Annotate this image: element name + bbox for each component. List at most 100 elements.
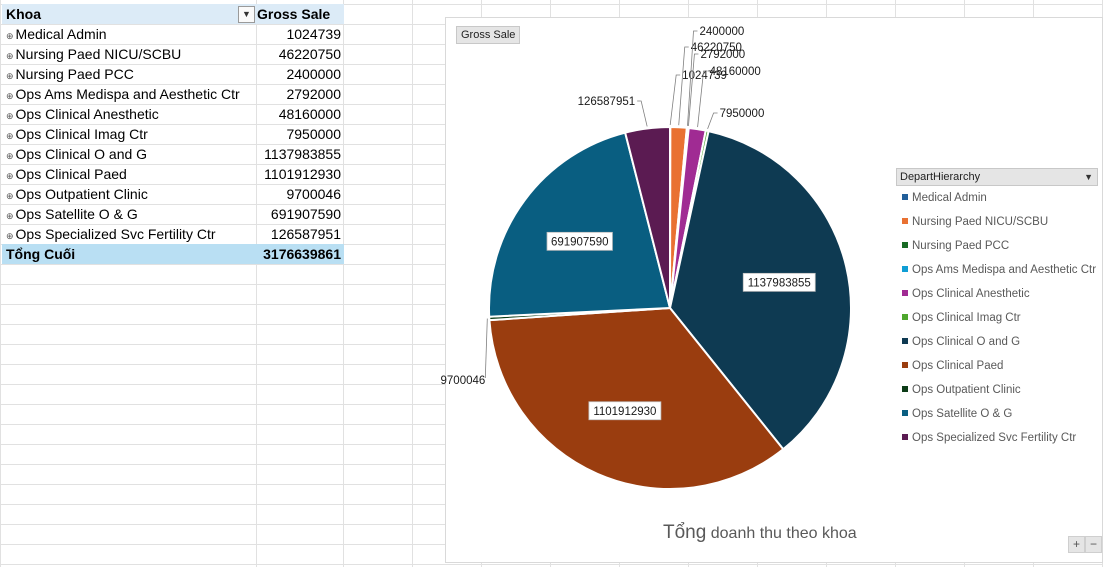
zoom-in-button[interactable]: + xyxy=(1068,536,1085,553)
data-label: 2792000 xyxy=(700,49,745,61)
chevron-down-icon: ▼ xyxy=(1084,172,1093,182)
legend-item[interactable]: Medical Admin xyxy=(902,190,1096,214)
chart-title: Tổng doanh thu theo khoa xyxy=(663,522,857,544)
legend-swatch xyxy=(902,242,908,248)
pivot-row-name: Nursing Paed PCC xyxy=(15,66,134,82)
legend-header-label: DepartHierarchy xyxy=(900,171,981,183)
leader-line xyxy=(688,53,699,126)
data-label: 1101912930 xyxy=(593,406,656,418)
pivot-row-label: ⊕ Ops Clinical Anesthetic xyxy=(6,104,254,126)
pivot-header-khoa: Khoa xyxy=(6,6,41,22)
pivot-row-label: ⊕ Ops Specialized Svc Fertility Ctr xyxy=(6,224,254,246)
expand-icon[interactable]: ⊕ xyxy=(6,191,14,201)
field-button-gross-sale[interactable]: Gross Sale xyxy=(456,26,521,44)
pivot-row-name: Nursing Paed NICU/SCBU xyxy=(15,46,182,62)
filter-dropdown-icon[interactable]: ▼ xyxy=(238,6,255,23)
pivot-row: ⊕ Ops Clinical O and G 1137983855 xyxy=(2,144,344,164)
leader-line xyxy=(669,74,681,126)
pivot-row-value: 9700046 xyxy=(286,186,341,202)
pivot-row-label: ⊕ Ops Clinical Paed xyxy=(6,164,254,186)
pie-slice[interactable] xyxy=(488,131,672,318)
legend-label: Ops Clinical Anesthetic xyxy=(912,288,1030,300)
data-label: 46220750 xyxy=(691,42,742,54)
pivot-row-value: 7950000 xyxy=(286,126,341,142)
data-label-box xyxy=(588,401,662,421)
legend-item[interactable]: Ops Clinical Imag Ctr xyxy=(902,310,1096,334)
data-label: 9700046 xyxy=(441,375,486,387)
legend-item[interactable]: Nursing Paed NICU/SCBU xyxy=(902,214,1096,238)
pivot-row-label: ⊕ Medical Admin xyxy=(6,24,254,46)
legend-swatch xyxy=(902,194,908,200)
pivot-row-name: Ops Satellite O & G xyxy=(15,206,138,222)
data-label: 2400000 xyxy=(700,26,745,38)
legend-swatch xyxy=(902,434,908,440)
pivot-row: ⊕ Ops Clinical Anesthetic 48160000 xyxy=(2,104,344,124)
pivot-total-label: Tổng Cuối xyxy=(6,246,76,262)
leader-line xyxy=(697,70,708,128)
pivot-row: ⊕ Nursing Paed NICU/SCBU 46220750 xyxy=(2,44,344,64)
zoom-out-button[interactable]: − xyxy=(1085,536,1102,553)
legend-item[interactable]: Ops Outpatient Clinic xyxy=(902,382,1096,406)
expand-icon[interactable]: ⊕ xyxy=(6,71,14,81)
pivot-header-gross-sale: Gross Sale xyxy=(257,6,331,22)
pivot-row-name: Ops Clinical O and G xyxy=(15,146,148,162)
legend-label: Medical Admin xyxy=(912,192,987,204)
pivot-row-label: ⊕ Ops Clinical Imag Ctr xyxy=(6,124,254,146)
legend-item[interactable]: Ops Ams Medispa and Aesthetic Ctr xyxy=(902,262,1096,286)
leader-line xyxy=(484,318,488,379)
legend-label: Ops Clinical Paed xyxy=(912,360,1004,372)
legend-label: Nursing Paed NICU/SCBU xyxy=(912,216,1049,228)
pivot-row: ⊕ Medical Admin 1024739 xyxy=(2,24,344,44)
expand-icon[interactable]: ⊕ xyxy=(6,31,14,41)
pivot-row-label: ⊕ Nursing Paed NICU/SCBU xyxy=(6,44,254,66)
leader-line xyxy=(678,46,689,126)
legend-label: Ops Clinical O and G xyxy=(912,336,1021,348)
chart-legend: Medical Admin Nursing Paed NICU/SCBU Nursi… xyxy=(902,190,1096,454)
legend-swatch xyxy=(902,218,908,224)
expand-icon[interactable]: ⊕ xyxy=(6,131,14,141)
pivot-row-name: Ops Clinical Anesthetic xyxy=(15,106,159,122)
legend-field-button[interactable]: DepartHierarchy ▼ xyxy=(896,168,1098,186)
pivot-row: ⊕ Ops Clinical Imag Ctr 7950000 xyxy=(2,124,344,144)
expand-icon[interactable]: ⊕ xyxy=(6,91,14,101)
legend-item[interactable]: Nursing Paed PCC xyxy=(902,238,1096,262)
legend-swatch xyxy=(902,314,908,320)
pivot-row-label: ⊕ Ops Satellite O & G xyxy=(6,204,254,226)
pivot-row-name: Ops Clinical Imag Ctr xyxy=(15,126,148,142)
pivot-row-value: 126587951 xyxy=(270,226,341,242)
pie-slice[interactable] xyxy=(623,125,671,309)
pivot-row: ⊕ Nursing Paed PCC 2400000 xyxy=(2,64,344,84)
pivot-row-value: 1137983855 xyxy=(264,146,341,162)
pivot-row: ⊕ Ops Specialized Svc Fertility Ctr 126587… xyxy=(2,224,344,244)
legend-label: Ops Ams Medispa and Aesthetic Ctr xyxy=(912,264,1097,276)
pie-slice[interactable] xyxy=(488,306,785,490)
legend-item[interactable]: Ops Satellite O & G xyxy=(902,406,1096,430)
pivot-body: ⊕ Medical Admin 1024739 ⊕ Nursing Paed NICU/… xyxy=(2,24,344,244)
pivot-row-label: ⊕ Ops Outpatient Clinic xyxy=(6,184,254,206)
expand-icon[interactable]: ⊕ xyxy=(6,51,14,61)
expand-icon[interactable]: ⊕ xyxy=(6,171,14,181)
chart-title-rest: doanh thu theo khoa xyxy=(706,525,857,542)
pivot-row-name: Medical Admin xyxy=(15,26,107,42)
pivot-header-row: Khoa ▼ Gross Sale xyxy=(2,4,344,24)
legend-item[interactable]: Ops Clinical Paed xyxy=(902,358,1096,382)
legend-item[interactable]: Ops Specialized Svc Fertility Ctr xyxy=(902,430,1096,454)
pivot-row-value: 46220750 xyxy=(278,46,341,62)
data-label: 1024739 xyxy=(682,70,727,82)
pivot-row-value: 48160000 xyxy=(278,106,341,122)
leader-line xyxy=(637,100,648,127)
expand-icon[interactable]: ⊕ xyxy=(6,231,14,241)
data-label: 126587951 xyxy=(578,96,636,108)
expand-icon[interactable]: ⊕ xyxy=(6,211,14,221)
legend-item[interactable]: Ops Clinical O and G xyxy=(902,334,1096,358)
pivot-row-value: 1101912930 xyxy=(264,166,341,182)
legend-label: Ops Outpatient Clinic xyxy=(912,384,1021,396)
pivot-row-value: 691907590 xyxy=(270,206,341,222)
legend-swatch xyxy=(902,290,908,296)
expand-icon[interactable]: ⊕ xyxy=(6,151,14,161)
expand-icon[interactable]: ⊕ xyxy=(6,111,14,121)
legend-item[interactable]: Ops Clinical Anesthetic xyxy=(902,286,1096,310)
pivot-total-row: Tổng Cuối 3176639861 xyxy=(2,244,344,264)
pivot-table: Khoa ▼ Gross Sale ⊕ Medical Admin 1024739 ⊕… xyxy=(2,4,344,264)
